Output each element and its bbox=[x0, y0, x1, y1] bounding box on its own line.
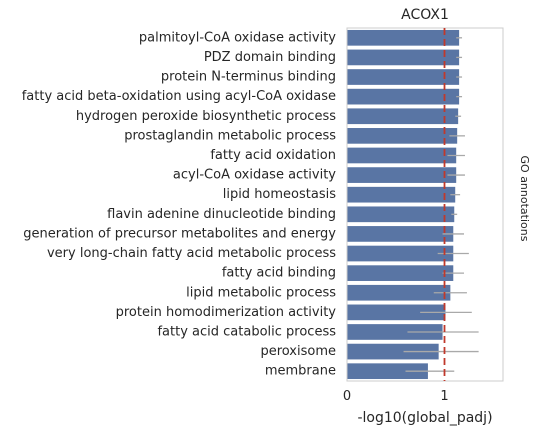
bar bbox=[347, 29, 460, 46]
x-tick-label: 1 bbox=[440, 389, 448, 404]
bar bbox=[347, 128, 458, 144]
bar bbox=[347, 245, 454, 262]
bar bbox=[347, 265, 454, 281]
category-label: very long-chain fatty acid metabolic pro… bbox=[47, 246, 336, 261]
category-label: prostaglandin metabolic process bbox=[124, 128, 336, 143]
x-tick-label: 0 bbox=[343, 389, 351, 404]
category-label: protein homodimerization activity bbox=[116, 305, 337, 320]
category-label: peroxisome bbox=[260, 344, 336, 359]
category-label: fatty acid binding bbox=[222, 266, 336, 281]
bar bbox=[347, 167, 457, 183]
bars-group bbox=[347, 29, 460, 380]
bar bbox=[347, 69, 460, 85]
category-label: fatty acid beta-oxidation using acyl-CoA… bbox=[22, 89, 336, 104]
category-label: palmitoyl-CoA oxidase activity bbox=[139, 30, 336, 45]
category-label: membrane bbox=[265, 364, 336, 379]
category-label: protein N-terminus binding bbox=[161, 70, 336, 85]
chart-title: ACOX1 bbox=[401, 7, 449, 23]
x-axis-title: -log10(global_padj) bbox=[357, 410, 492, 426]
bar bbox=[347, 88, 460, 105]
error-bars-group bbox=[403, 37, 479, 372]
category-labels-group: palmitoyl-CoA oxidase activity PDZ domain… bbox=[22, 30, 337, 378]
bar bbox=[347, 49, 460, 66]
category-label: PDZ domain binding bbox=[204, 50, 336, 65]
category-label: flavin adenine dinucleotide binding bbox=[107, 207, 336, 222]
category-label: acyl-CoA oxidase activity bbox=[173, 168, 336, 183]
bar bbox=[347, 324, 443, 340]
category-label: fatty acid oxidation bbox=[210, 148, 336, 163]
bar bbox=[347, 226, 454, 242]
bar bbox=[347, 304, 446, 321]
bar bbox=[347, 206, 455, 223]
bar bbox=[347, 186, 456, 203]
bar bbox=[347, 108, 459, 125]
category-label: lipid homeostasis bbox=[223, 187, 337, 202]
bar bbox=[347, 284, 451, 301]
category-label: generation of precursor metabolites and … bbox=[23, 226, 336, 241]
bar bbox=[347, 363, 428, 380]
bar bbox=[347, 147, 457, 164]
bar bbox=[347, 343, 439, 360]
category-label: hydrogen peroxide biosynthetic process bbox=[76, 109, 336, 124]
category-label: lipid metabolic process bbox=[186, 285, 336, 300]
side-label: GO annotations bbox=[518, 156, 531, 242]
plot-frame bbox=[346, 27, 504, 382]
category-label: fatty acid catabolic process bbox=[157, 324, 336, 339]
